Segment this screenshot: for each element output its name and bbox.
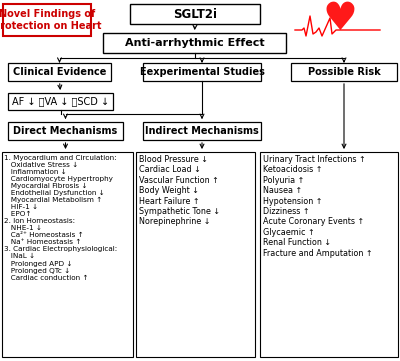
FancyBboxPatch shape [8, 93, 113, 110]
Text: 1. Myocardium and Circulation:
   Oxidative Stress ↓
   Inflammation ↓
   Cardio: 1. Myocardium and Circulation: Oxidative… [4, 155, 117, 280]
Text: Novel Findings of
Protection on Heart: Novel Findings of Protection on Heart [0, 9, 101, 31]
Text: Clinical Evidence: Clinical Evidence [13, 67, 106, 77]
FancyBboxPatch shape [143, 122, 261, 140]
FancyBboxPatch shape [3, 4, 91, 36]
Text: Blood Pressure ↓
Cardiac Load ↓
Vascular Function ↑
Body Weight ↓
Heart Failure : Blood Pressure ↓ Cardiac Load ↓ Vascular… [139, 155, 220, 226]
Text: Direct Mechanisms: Direct Mechanisms [13, 126, 118, 136]
FancyBboxPatch shape [103, 33, 286, 53]
Text: Anti-arrhythmic Effect: Anti-arrhythmic Effect [125, 38, 264, 48]
Text: Possible Risk: Possible Risk [308, 67, 380, 77]
FancyBboxPatch shape [291, 63, 397, 81]
FancyBboxPatch shape [143, 63, 261, 81]
FancyBboxPatch shape [130, 4, 260, 24]
Text: ♥: ♥ [322, 0, 358, 38]
Text: AF ↓ 、VA ↓ 、SCD ↓: AF ↓ 、VA ↓ 、SCD ↓ [12, 96, 109, 106]
Text: Indirect Mechanisms: Indirect Mechanisms [145, 126, 259, 136]
Text: Urinary Tract Infections ↑
Ketoacidosis ↑
Polyuria ↑
Nausea ↑
Hypotension ↑
Dizz: Urinary Tract Infections ↑ Ketoacidosis … [263, 155, 373, 258]
Text: SGLT2i: SGLT2i [173, 8, 217, 21]
FancyBboxPatch shape [2, 152, 133, 357]
FancyBboxPatch shape [8, 63, 111, 81]
Text: Eexperimental Studies: Eexperimental Studies [140, 67, 264, 77]
FancyBboxPatch shape [8, 122, 123, 140]
FancyBboxPatch shape [260, 152, 398, 357]
FancyBboxPatch shape [136, 152, 255, 357]
